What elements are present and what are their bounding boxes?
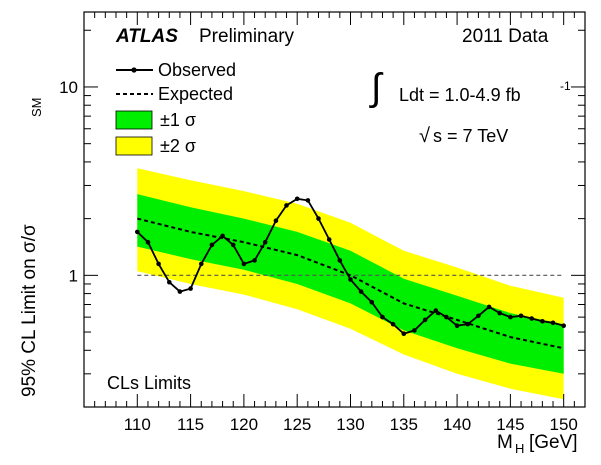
observed-point [273, 218, 279, 223]
legend-band2-label: ±2 σ [160, 136, 196, 156]
observed-point [561, 323, 566, 329]
observed-point [262, 239, 268, 245]
observed-point [167, 279, 172, 285]
y-axis-title-main: 95% CL Limit on σ/σ [19, 224, 40, 397]
observed-point [156, 261, 161, 267]
legend-band2-swatch [115, 136, 153, 156]
observed-point [305, 198, 311, 203]
limit-lines [135, 196, 566, 350]
x-axis-title-main: M [497, 432, 513, 453]
observed-point [380, 314, 385, 320]
observed-point [177, 289, 183, 294]
observed-point [294, 196, 300, 202]
energy-text: s = 7 TeV [433, 126, 508, 146]
legend-observed-marker [131, 67, 137, 73]
expected-line [137, 217, 564, 350]
legend-observed-label: Observed [158, 60, 236, 80]
observed-point [529, 316, 534, 321]
observed-point [220, 233, 225, 239]
observed-point [497, 310, 503, 316]
observed-point [422, 317, 428, 323]
observed-point [358, 289, 364, 294]
x-tick-label: 135 [390, 415, 418, 434]
observed-point [348, 277, 353, 282]
observed-point [199, 261, 204, 267]
observed-point [188, 286, 193, 291]
x-axis-title: M H [GeV] [497, 432, 578, 456]
y-axis-title: 95% CL Limit on σ/σ SM [19, 98, 44, 398]
observed-point [241, 261, 247, 267]
plot-frame [83, 11, 586, 408]
luminosity-annotation: ∫ Ldt = 1.0-4.9 fb -1 [369, 67, 571, 109]
legend: Observed Expected ±1 σ ±2 σ [115, 60, 236, 156]
observed-point [540, 319, 545, 324]
observed-point [145, 239, 151, 245]
method-label: CLs Limits [107, 373, 191, 393]
legend-expected-label: Expected [158, 84, 233, 104]
y-tick-label: 1 [69, 266, 78, 285]
x-tick-label: 125 [283, 415, 311, 434]
legend-band1-label: ±1 σ [160, 110, 196, 130]
dataset-label: 2011 Data [462, 26, 549, 47]
x-tick-label: 140 [443, 415, 471, 434]
x-tick-label: 150 [549, 415, 577, 434]
x-tick-label: 130 [336, 415, 364, 434]
legend-band1-swatch [115, 110, 153, 130]
experiment-label: ATLAS [115, 26, 178, 47]
observed-point [135, 229, 140, 235]
observed-point [454, 323, 460, 329]
x-tick-label: 145 [496, 415, 524, 434]
plot-border [83, 11, 586, 408]
observed-point [337, 258, 343, 263]
observed-point [252, 258, 257, 263]
lumi-text: Ldt = 1.0-4.9 fb [399, 85, 521, 105]
observed-point [230, 242, 236, 248]
observed-point [326, 237, 332, 242]
status-label: Preliminary [199, 26, 295, 47]
integral-sign: ∫ [369, 67, 384, 109]
x-axis-title-unit: [GeV] [529, 432, 578, 453]
x-tick-label: 115 [177, 415, 204, 434]
x-tick-label: 110 [124, 415, 151, 434]
observed-point [369, 299, 375, 305]
uncertainty-bands [137, 168, 564, 400]
sqrt-sign: √ [419, 125, 430, 147]
observed-point [390, 321, 396, 327]
y-axis-title-sub: SM [29, 98, 44, 118]
observed-point [433, 308, 439, 313]
observed-point [316, 216, 321, 221]
observed-point [518, 313, 524, 319]
observed-point [444, 314, 449, 320]
observed-point [486, 304, 492, 310]
band-1-sigma [137, 194, 564, 374]
observed-point [550, 320, 556, 326]
x-axis-title-sub: H [515, 441, 524, 456]
observed-point [412, 328, 417, 333]
observed-point [209, 242, 215, 248]
observed-point [284, 203, 289, 208]
observed-point [508, 314, 513, 320]
observed-point [401, 331, 407, 337]
x-tick-label: 120 [230, 415, 258, 434]
observed-point [465, 321, 471, 327]
observed-point [476, 313, 481, 319]
energy-annotation: √ s = 7 TeV [419, 125, 508, 147]
y-tick-label: 10 [59, 78, 78, 97]
lumi-exponent: -1 [560, 79, 571, 93]
